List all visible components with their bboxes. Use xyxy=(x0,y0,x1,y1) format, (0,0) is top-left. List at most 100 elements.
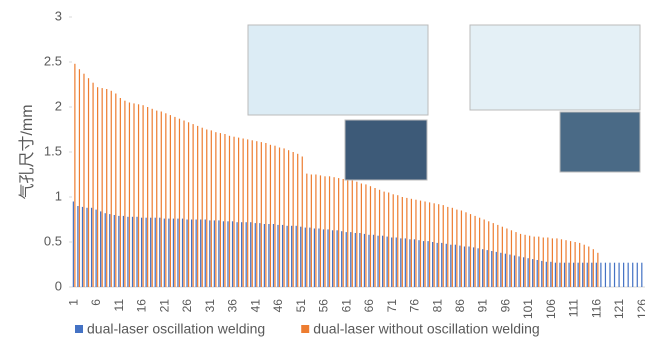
x-tick-label: 121 xyxy=(612,299,626,319)
x-tick-label: 71 xyxy=(385,299,399,313)
bar xyxy=(274,146,275,287)
bar xyxy=(434,203,435,287)
bar xyxy=(632,263,633,287)
bar xyxy=(356,182,357,287)
bar xyxy=(628,263,629,287)
bar xyxy=(86,208,87,287)
bar xyxy=(582,263,583,287)
bar xyxy=(470,214,471,287)
bar xyxy=(161,112,162,288)
bar xyxy=(534,237,535,287)
bar xyxy=(282,225,283,287)
bar xyxy=(543,238,544,288)
x-tick-label: 26 xyxy=(180,299,194,313)
y-tick-label: 3 xyxy=(55,8,62,23)
bar xyxy=(206,130,207,288)
x-tick-label: 16 xyxy=(135,299,149,313)
bar xyxy=(205,220,206,288)
bar xyxy=(482,249,483,287)
bar xyxy=(156,111,157,287)
x-tick-label: 11 xyxy=(112,299,126,312)
bar xyxy=(487,250,488,287)
bar xyxy=(573,263,574,287)
bar xyxy=(600,263,601,287)
bar xyxy=(365,184,366,287)
bar xyxy=(532,259,533,287)
bar xyxy=(555,263,556,287)
bar xyxy=(488,221,489,287)
bar xyxy=(129,103,130,288)
bar xyxy=(502,227,503,287)
bar xyxy=(268,224,269,287)
bar xyxy=(214,220,215,287)
bar xyxy=(136,217,137,287)
bar xyxy=(127,217,128,287)
bar xyxy=(236,222,237,287)
y-tick-label: 0 xyxy=(55,278,62,293)
bar xyxy=(523,257,524,287)
bar xyxy=(241,222,242,287)
bar xyxy=(261,142,262,287)
bar xyxy=(265,143,266,287)
bar xyxy=(414,239,415,287)
bar xyxy=(79,69,80,287)
bar xyxy=(468,247,469,288)
bar xyxy=(456,210,457,287)
inset-image xyxy=(470,25,640,110)
bar xyxy=(459,246,460,287)
bar xyxy=(238,138,239,287)
bar xyxy=(409,239,410,287)
x-tick-label: 116 xyxy=(589,299,603,318)
y-tick-label: 2.5 xyxy=(44,53,62,68)
bar xyxy=(146,218,147,287)
bar xyxy=(547,238,548,288)
bar xyxy=(209,220,210,287)
y-tick-label: 0.5 xyxy=(44,233,62,248)
bar xyxy=(391,238,392,288)
bar xyxy=(484,220,485,288)
bar xyxy=(637,263,638,287)
bar xyxy=(320,175,321,287)
bar xyxy=(364,234,365,287)
bar xyxy=(138,104,139,287)
x-tick-label: 76 xyxy=(408,299,422,313)
bar xyxy=(578,263,579,287)
bar xyxy=(496,252,497,287)
bar xyxy=(97,87,98,287)
bar xyxy=(514,256,515,288)
bar xyxy=(393,194,394,287)
bar xyxy=(288,150,289,287)
bar xyxy=(223,221,224,287)
bar xyxy=(277,225,278,287)
bar xyxy=(564,263,565,287)
bar xyxy=(359,233,360,287)
bar xyxy=(152,109,153,287)
bar xyxy=(300,227,301,287)
bar xyxy=(118,216,119,287)
bar xyxy=(293,152,294,287)
bar xyxy=(218,220,219,287)
bar xyxy=(388,193,389,288)
bar xyxy=(114,215,115,287)
bar xyxy=(384,192,385,287)
bar xyxy=(614,263,615,287)
bar xyxy=(505,254,506,287)
bar xyxy=(597,253,598,287)
bar xyxy=(88,78,89,287)
bar xyxy=(546,262,547,287)
bar xyxy=(420,201,421,287)
bar xyxy=(273,224,274,287)
bar xyxy=(211,130,212,287)
bar xyxy=(438,204,439,287)
bar xyxy=(193,124,194,287)
bar xyxy=(411,199,412,287)
bar xyxy=(283,148,284,287)
bar xyxy=(368,235,369,287)
bar xyxy=(309,228,310,287)
bar xyxy=(311,175,312,288)
y-axis-label: 气孔尺寸/mm xyxy=(18,104,36,199)
bar xyxy=(473,247,474,287)
bar xyxy=(333,177,334,287)
bar xyxy=(584,245,585,287)
bar xyxy=(82,207,83,287)
